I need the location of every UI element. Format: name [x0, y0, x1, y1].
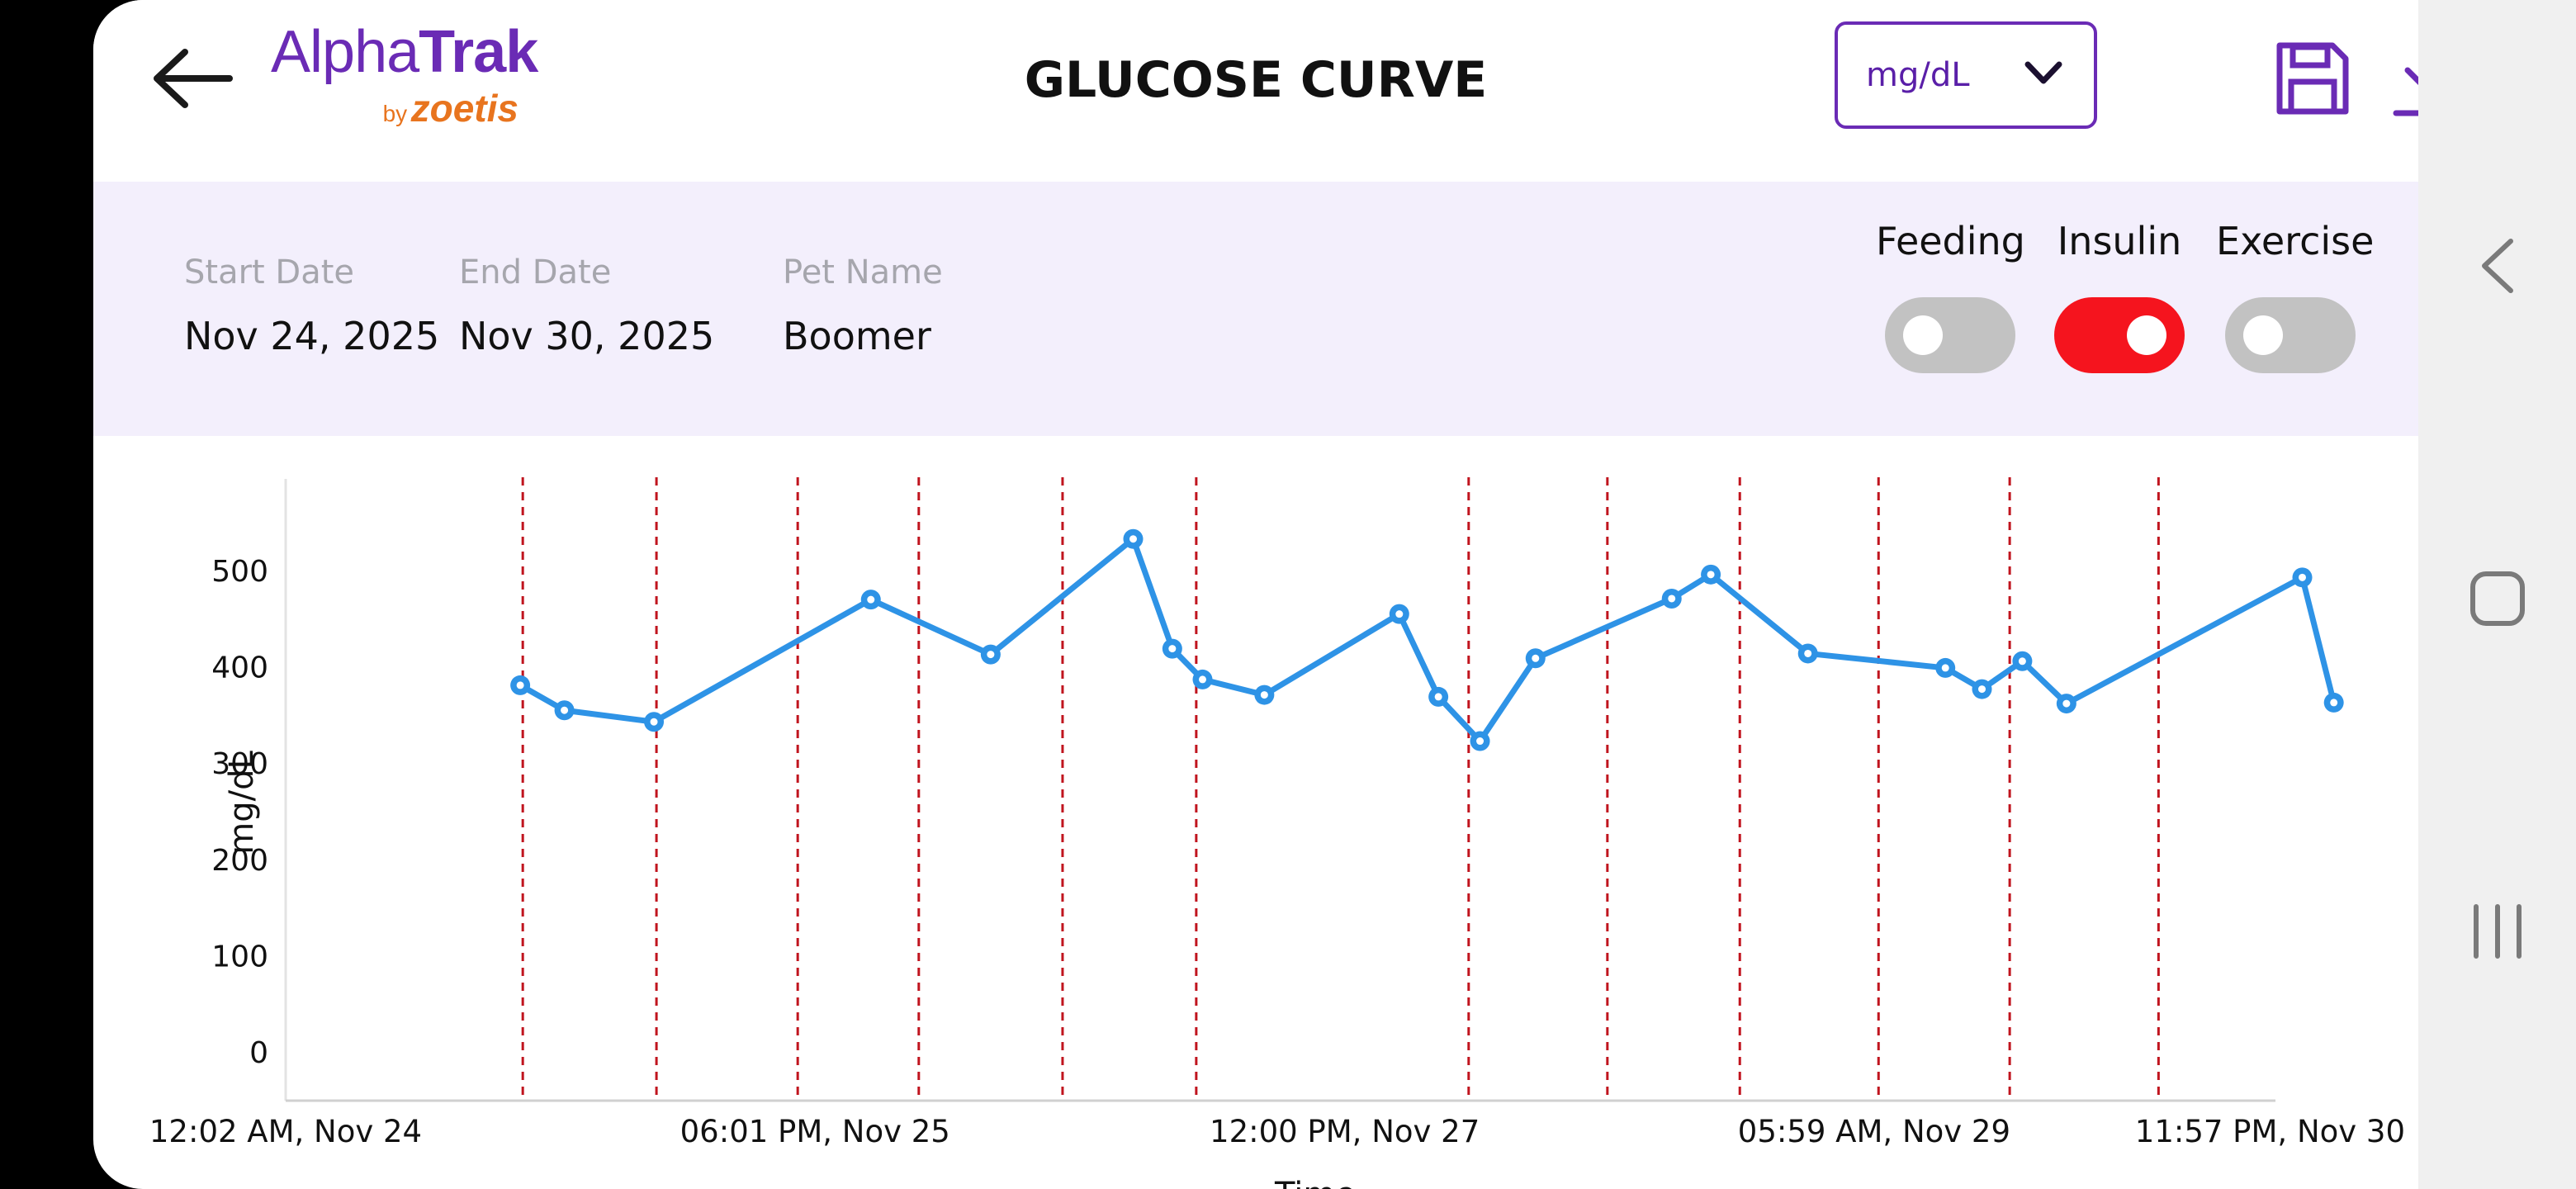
exercise-toggle-group: Exercise [2216, 216, 2375, 373]
feeding-toggle-group: Feeding [1876, 216, 2025, 373]
feeding-label: Feeding [1876, 219, 2025, 263]
logo-trak: Trak [419, 19, 538, 85]
glucose-point-center [1668, 594, 1676, 603]
y-tick-label: 200 [211, 844, 268, 878]
logo-byline: by zoetis [383, 86, 519, 130]
page-title: GLUCOSE CURVE [1024, 51, 1488, 109]
glucose-point-center [1707, 571, 1715, 579]
logo-alpha: Alpha [271, 19, 419, 85]
feeding-toggle[interactable] [1885, 297, 2015, 373]
glucose-point-center [2018, 657, 2026, 666]
end-date-value: Nov 30, 2025 [459, 314, 715, 358]
start-date-label: Start Date [184, 253, 355, 291]
glucose-point-center [1395, 610, 1404, 618]
glucose-point-center [2298, 573, 2306, 581]
logo-zoetis: zoetis [410, 87, 519, 130]
end-date-label: End Date [459, 253, 612, 291]
glucose-line [519, 536, 2337, 745]
glucose-point-center [867, 595, 875, 604]
nav-back-button[interactable] [2418, 216, 2576, 315]
exercise-toggle[interactable] [2225, 297, 2356, 373]
save-button[interactable] [2267, 33, 2358, 124]
glucose-point-center [516, 681, 524, 689]
glucose-point-center [650, 718, 658, 726]
glucose-point-center [1978, 685, 1986, 694]
glucose-point-center [1532, 654, 1540, 662]
x-tick-label: 12:00 PM, Nov 27 [1210, 1114, 1480, 1149]
x-tick-label: 06:01 PM, Nov 25 [680, 1114, 950, 1149]
glucose-point-center [1804, 649, 1812, 657]
filter-panel: Start Date Nov 24, 2025 End Date Nov 30,… [93, 182, 2418, 436]
recents-icon [2473, 904, 2522, 959]
logo-by: by [382, 101, 408, 126]
home-square-icon [2469, 571, 2525, 626]
download-icon [2393, 67, 2418, 116]
nav-home-button[interactable] [2418, 549, 2576, 648]
toggle-knob [2127, 315, 2166, 355]
start-date-value: Nov 24, 2025 [184, 314, 440, 358]
glucose-point-center [561, 706, 569, 714]
insulin-toggle[interactable] [2054, 297, 2185, 373]
floppy-disk-icon [2276, 42, 2349, 115]
x-axis-title: Time [1274, 1176, 1356, 1189]
nav-recents-button[interactable] [2418, 882, 2576, 981]
system-nav-bar [2418, 0, 2576, 1189]
x-tick-label: 12:02 AM, Nov 24 [149, 1114, 422, 1149]
y-tick-label: 100 [211, 940, 268, 973]
chevron-down-icon [2024, 61, 2062, 84]
end-date-field[interactable]: End Date Nov 30, 2025 [459, 252, 714, 361]
glucose-chart: 0 100 200 300 400 500 12:02 AM, Nov 24 06:01 PM… [93, 436, 2418, 1189]
start-date-field[interactable]: Start Date Nov 24, 2025 [184, 252, 439, 361]
y-tick-label: 500 [211, 555, 268, 589]
insulin-toggle-group: Insulin [2045, 216, 2194, 373]
y-axis-title: mg/dL [223, 751, 261, 855]
glucose-point-center [2062, 699, 2071, 708]
logo-wordmark: AlphaTrak [271, 18, 538, 86]
glucose-point-center [2330, 699, 2338, 707]
chart-axes [284, 479, 2275, 1102]
y-tick-label: 0 [249, 1036, 268, 1070]
glucose-point-center [1476, 737, 1485, 746]
toggle-knob [1903, 315, 1943, 355]
glucose-point-center [987, 651, 995, 659]
exercise-label: Exercise [2216, 219, 2375, 263]
chevron-left-icon [2481, 239, 2513, 293]
glucose-point-center [1941, 664, 1949, 672]
glucose-chart-svg: 0 100 200 300 400 500 12:02 AM, Nov 24 06:01 PM… [149, 477, 2405, 1189]
glucose-point-center [1199, 675, 1207, 684]
alphatrak-logo: AlphaTrak by zoetis [271, 18, 538, 134]
insulin-label: Insulin [2057, 219, 2182, 263]
y-tick-label: 300 [211, 747, 268, 781]
app-screen: AlphaTrak by zoetis GLUCOSE CURVE mg/dL [93, 0, 2418, 1189]
arrow-left-icon [154, 49, 233, 108]
pet-name-value: Boomer [783, 314, 931, 358]
y-tick-label: 400 [211, 651, 268, 685]
pet-name-field: Pet Name Boomer [783, 252, 943, 361]
insulin-markers [521, 477, 2160, 1101]
download-button[interactable] [2389, 33, 2418, 124]
glucose-point-center [1434, 693, 1442, 701]
x-tick-label: 11:57 PM, Nov 30 [2135, 1114, 2405, 1149]
glucose-point-center [1260, 691, 1268, 699]
glucose-point-center [1168, 645, 1177, 653]
toggle-knob [2243, 315, 2283, 355]
back-button[interactable] [143, 33, 242, 124]
x-tick-label: 05:59 AM, Nov 29 [1738, 1114, 2010, 1149]
unit-dropdown[interactable]: mg/dL [1835, 21, 2097, 129]
glucose-series [510, 528, 2344, 751]
glucose-point-center [1129, 535, 1137, 543]
header-bar: AlphaTrak by zoetis GLUCOSE CURVE mg/dL [93, 0, 2418, 182]
chart-labels: 0 100 200 300 400 500 12:02 AM, Nov 24 06:01 PM… [149, 555, 2405, 1189]
unit-selected-value: mg/dL [1866, 56, 1970, 94]
pet-name-label: Pet Name [783, 253, 943, 291]
